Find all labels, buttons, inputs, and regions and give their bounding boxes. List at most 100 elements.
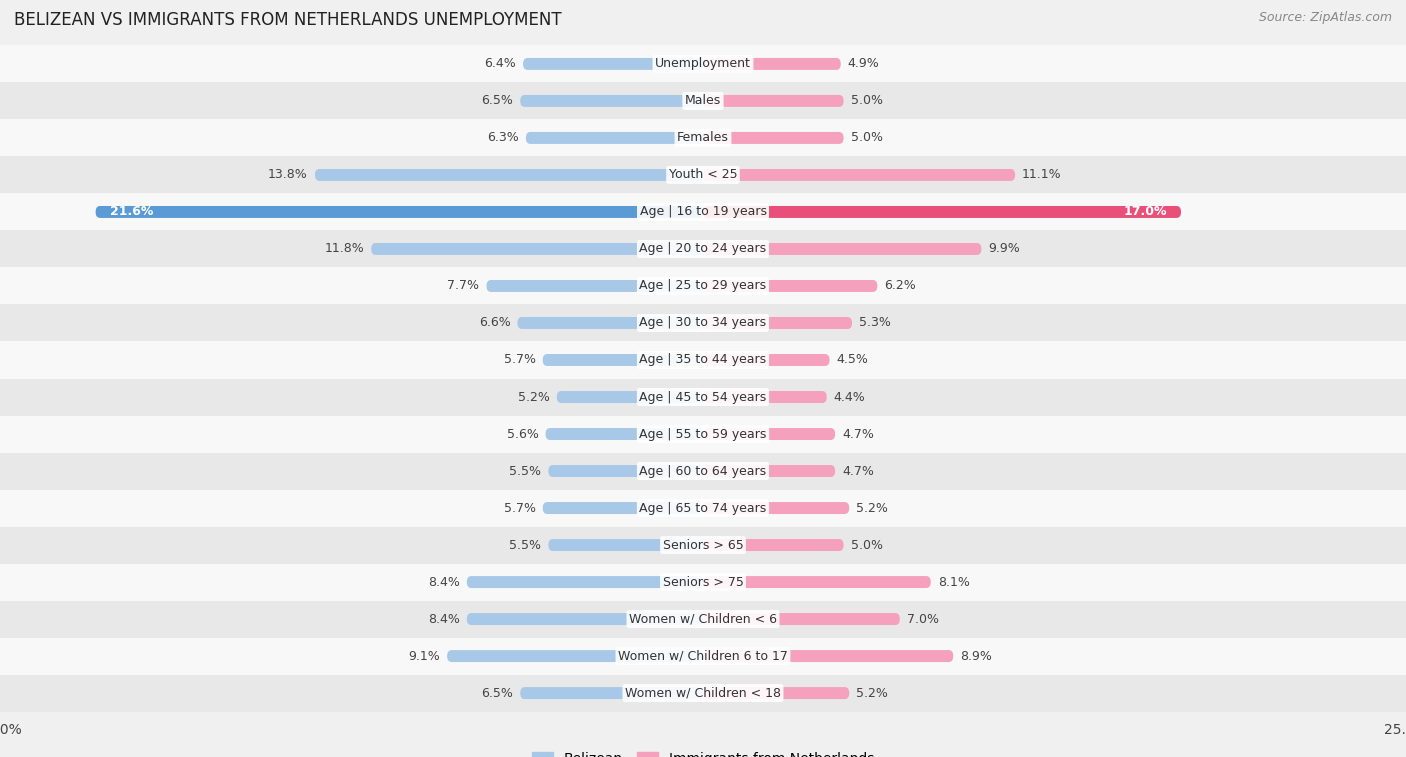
Text: 5.5%: 5.5% <box>509 538 541 552</box>
Text: 5.2%: 5.2% <box>517 391 550 403</box>
Text: Women w/ Children < 18: Women w/ Children < 18 <box>626 687 780 699</box>
Text: Age | 65 to 74 years: Age | 65 to 74 years <box>640 502 766 515</box>
Bar <box>0 194 1406 230</box>
Text: 8.9%: 8.9% <box>960 650 993 662</box>
Text: 5.5%: 5.5% <box>509 465 541 478</box>
FancyBboxPatch shape <box>467 613 703 625</box>
Text: BELIZEAN VS IMMIGRANTS FROM NETHERLANDS UNEMPLOYMENT: BELIZEAN VS IMMIGRANTS FROM NETHERLANDS … <box>14 11 561 30</box>
Text: 6.5%: 6.5% <box>481 95 513 107</box>
Bar <box>0 45 1406 83</box>
Text: Age | 60 to 64 years: Age | 60 to 64 years <box>640 465 766 478</box>
FancyBboxPatch shape <box>467 576 703 588</box>
Text: 7.0%: 7.0% <box>907 612 939 625</box>
Bar <box>0 120 1406 157</box>
FancyBboxPatch shape <box>703 576 931 588</box>
FancyBboxPatch shape <box>447 650 703 662</box>
Text: 8.4%: 8.4% <box>427 575 460 588</box>
Text: Age | 35 to 44 years: Age | 35 to 44 years <box>640 354 766 366</box>
FancyBboxPatch shape <box>703 613 900 625</box>
Bar <box>0 600 1406 637</box>
Text: Youth < 25: Youth < 25 <box>669 169 737 182</box>
Bar <box>0 453 1406 490</box>
Text: 9.9%: 9.9% <box>988 242 1021 255</box>
FancyBboxPatch shape <box>703 317 852 329</box>
Bar <box>0 490 1406 527</box>
Bar <box>0 341 1406 378</box>
Text: 21.6%: 21.6% <box>110 205 153 219</box>
FancyBboxPatch shape <box>557 391 703 403</box>
Text: Age | 45 to 54 years: Age | 45 to 54 years <box>640 391 766 403</box>
Text: 4.7%: 4.7% <box>842 465 875 478</box>
Text: 11.1%: 11.1% <box>1022 169 1062 182</box>
Bar <box>0 304 1406 341</box>
FancyBboxPatch shape <box>520 95 703 107</box>
FancyBboxPatch shape <box>703 354 830 366</box>
FancyBboxPatch shape <box>315 169 703 181</box>
Text: 6.5%: 6.5% <box>481 687 513 699</box>
Legend: Belizean, Immigrants from Netherlands: Belizean, Immigrants from Netherlands <box>526 746 880 757</box>
FancyBboxPatch shape <box>703 243 981 255</box>
FancyBboxPatch shape <box>486 280 703 292</box>
Text: 4.4%: 4.4% <box>834 391 866 403</box>
FancyBboxPatch shape <box>703 465 835 477</box>
FancyBboxPatch shape <box>703 280 877 292</box>
Text: 6.2%: 6.2% <box>884 279 917 292</box>
Text: 9.1%: 9.1% <box>408 650 440 662</box>
FancyBboxPatch shape <box>703 428 835 440</box>
FancyBboxPatch shape <box>543 502 703 514</box>
Bar <box>0 563 1406 600</box>
Bar <box>0 674 1406 712</box>
FancyBboxPatch shape <box>526 132 703 144</box>
Text: 6.4%: 6.4% <box>484 58 516 70</box>
Bar <box>0 230 1406 267</box>
Text: 5.2%: 5.2% <box>856 502 889 515</box>
Bar <box>0 157 1406 194</box>
FancyBboxPatch shape <box>546 428 703 440</box>
FancyBboxPatch shape <box>523 58 703 70</box>
Text: 11.8%: 11.8% <box>325 242 364 255</box>
Text: Unemployment: Unemployment <box>655 58 751 70</box>
Text: 5.0%: 5.0% <box>851 132 883 145</box>
Text: 5.3%: 5.3% <box>859 316 891 329</box>
Text: Age | 25 to 29 years: Age | 25 to 29 years <box>640 279 766 292</box>
Text: 6.6%: 6.6% <box>478 316 510 329</box>
Text: Seniors > 65: Seniors > 65 <box>662 538 744 552</box>
Text: 5.2%: 5.2% <box>856 687 889 699</box>
Bar <box>0 83 1406 120</box>
Text: 5.7%: 5.7% <box>503 354 536 366</box>
FancyBboxPatch shape <box>703 132 844 144</box>
Text: Age | 20 to 24 years: Age | 20 to 24 years <box>640 242 766 255</box>
FancyBboxPatch shape <box>548 539 703 551</box>
Text: 4.5%: 4.5% <box>837 354 869 366</box>
FancyBboxPatch shape <box>548 465 703 477</box>
Text: 5.7%: 5.7% <box>503 502 536 515</box>
FancyBboxPatch shape <box>703 206 1181 218</box>
FancyBboxPatch shape <box>703 169 1015 181</box>
Text: 7.7%: 7.7% <box>447 279 479 292</box>
Text: Age | 30 to 34 years: Age | 30 to 34 years <box>640 316 766 329</box>
FancyBboxPatch shape <box>703 391 827 403</box>
Text: 5.0%: 5.0% <box>851 95 883 107</box>
Text: 5.6%: 5.6% <box>506 428 538 441</box>
Text: 8.4%: 8.4% <box>427 612 460 625</box>
Text: 6.3%: 6.3% <box>486 132 519 145</box>
FancyBboxPatch shape <box>703 58 841 70</box>
Text: 4.9%: 4.9% <box>848 58 880 70</box>
Text: Males: Males <box>685 95 721 107</box>
FancyBboxPatch shape <box>703 650 953 662</box>
Bar <box>0 416 1406 453</box>
Text: 8.1%: 8.1% <box>938 575 970 588</box>
Bar <box>0 527 1406 563</box>
Text: Females: Females <box>678 132 728 145</box>
FancyBboxPatch shape <box>520 687 703 699</box>
Text: Age | 55 to 59 years: Age | 55 to 59 years <box>640 428 766 441</box>
Text: Seniors > 75: Seniors > 75 <box>662 575 744 588</box>
FancyBboxPatch shape <box>543 354 703 366</box>
Text: Source: ZipAtlas.com: Source: ZipAtlas.com <box>1258 11 1392 24</box>
Text: Women w/ Children < 6: Women w/ Children < 6 <box>628 612 778 625</box>
Text: 4.7%: 4.7% <box>842 428 875 441</box>
Text: Age | 16 to 19 years: Age | 16 to 19 years <box>640 205 766 219</box>
Text: Women w/ Children 6 to 17: Women w/ Children 6 to 17 <box>619 650 787 662</box>
FancyBboxPatch shape <box>703 95 844 107</box>
Text: 5.0%: 5.0% <box>851 538 883 552</box>
